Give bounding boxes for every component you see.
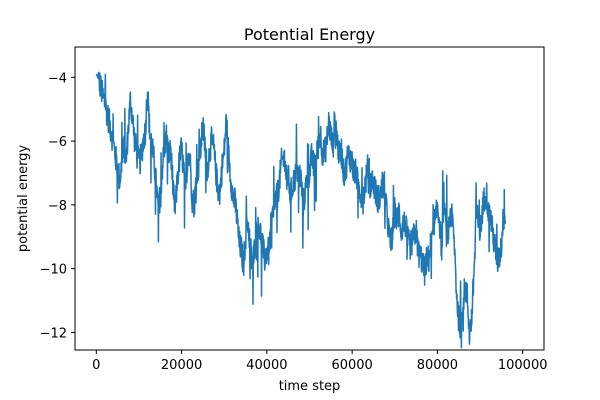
chart-title: Potential Energy	[244, 25, 375, 44]
series-line	[95, 71, 507, 349]
y-tick-label: −6	[48, 135, 67, 150]
x-tick-label: 60000	[331, 358, 372, 373]
x-tick-label: 20000	[161, 358, 202, 373]
x-tick-label: 80000	[417, 358, 458, 373]
y-tick-label: −4	[48, 71, 67, 86]
y-tick-label: −12	[40, 326, 67, 341]
y-axis-label: potential energy	[16, 145, 31, 253]
x-tick-label: 0	[92, 358, 100, 373]
y-axis-ticks: −12 −10 −8 −6 −4	[40, 71, 75, 341]
x-axis-label: time step	[279, 379, 341, 394]
x-tick-label: 40000	[246, 358, 287, 373]
y-tick-label: −8	[48, 199, 67, 214]
plot-area	[95, 71, 507, 349]
plot-frame	[74, 46, 545, 351]
x-tick-label: 100000	[498, 358, 548, 373]
y-tick-label: −10	[40, 263, 67, 278]
x-axis-ticks: 0 20000 40000 60000 80000 100000	[92, 350, 548, 373]
